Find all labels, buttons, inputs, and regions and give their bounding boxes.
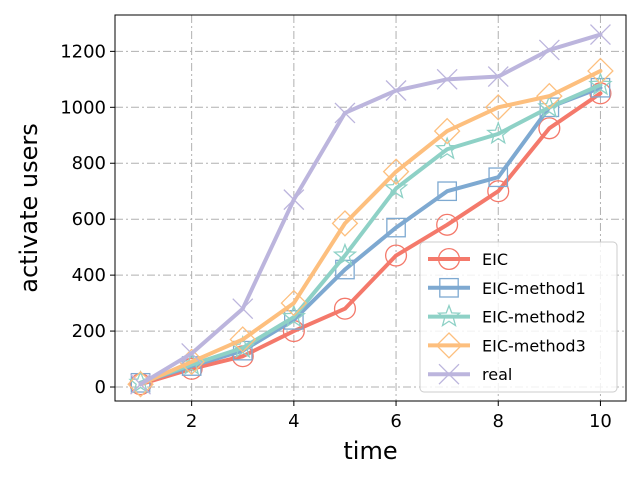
legend-marker-eic-method1	[439, 277, 459, 298]
legend-marker-eic-method3	[435, 332, 463, 359]
legend-label-eic-method3: EIC-method3	[482, 336, 586, 355]
plot-frame	[114, 14, 627, 402]
legend-item-real: real	[428, 363, 512, 385]
data-point-eic-method2	[281, 304, 307, 328]
y-tick-label: 600	[72, 209, 106, 230]
data-point-eic-method3	[433, 117, 461, 145]
series-line-eic-method2	[138, 82, 603, 385]
data-point-eic-method2	[486, 121, 511, 145]
legend-label-real: real	[482, 365, 512, 384]
legend-item-eic-method2: EIC-method2	[428, 303, 586, 328]
y-tick-label: 400	[72, 265, 106, 286]
series-line-eic-method3	[138, 68, 603, 387]
data-point-real	[334, 102, 356, 124]
data-point-eic	[487, 180, 510, 203]
y-axis-label: activate users	[15, 123, 43, 293]
series-line-eic	[138, 91, 603, 387]
x-tick-label: 2	[186, 411, 197, 432]
data-point-eic-method1	[488, 167, 509, 188]
y-tick-label: 1200	[60, 41, 106, 62]
legend-marker-real	[438, 363, 460, 385]
data-point-eic-method3	[484, 93, 512, 121]
legend-label-eic-method1: EIC-method1	[482, 279, 586, 298]
y-tick-label: 1000	[60, 97, 106, 118]
tick-layer: 2 4 6 8 10 0 200 400 600 800 1000 1200	[60, 41, 612, 432]
x-tick-label: 8	[493, 411, 504, 432]
data-point-eic	[538, 117, 561, 140]
legend-marker-eic-method2	[436, 303, 462, 328]
legend-box	[419, 241, 618, 393]
data-point-real	[232, 298, 254, 320]
series-eic-method3	[127, 57, 614, 398]
data-point-real	[283, 189, 305, 211]
data-point-eic-method3	[536, 82, 563, 110]
legend-marker-eic	[437, 247, 461, 271]
data-point-eic-method1	[437, 181, 458, 202]
data-point-real	[487, 66, 509, 87]
legend-item-eic-method1: EIC-method1	[428, 277, 586, 298]
data-point-eic-method2	[332, 242, 358, 266]
data-point-real	[538, 39, 560, 61]
legend-item-eic: EIC	[428, 247, 508, 271]
data-point-real	[385, 80, 407, 101]
series-layer	[127, 24, 614, 398]
legend-label-eic: EIC	[482, 250, 508, 269]
y-tick-label: 0	[95, 377, 106, 398]
legend-label-eic-method2: EIC-method2	[482, 308, 586, 327]
data-point-eic-method1	[386, 217, 406, 238]
data-point-eic	[333, 297, 357, 320]
data-point-real	[181, 342, 203, 364]
series-eic	[129, 82, 612, 396]
series-real	[130, 24, 611, 395]
data-point-eic-method3	[331, 210, 359, 237]
data-point-eic-method2	[434, 136, 460, 160]
data-point-eic-method3	[229, 326, 257, 353]
data-point-real	[436, 68, 458, 90]
x-axis-label: time	[343, 437, 397, 465]
data-point-real	[589, 24, 611, 46]
data-point-eic-method2	[537, 94, 562, 118]
legend-item-eic-method3: EIC-method3	[428, 332, 586, 359]
data-point-eic	[436, 213, 459, 236]
legend: EIC EIC-method1 EIC-method2 EIC-method3 real	[419, 241, 618, 393]
data-point-eic	[384, 244, 408, 267]
data-point-eic-method3	[382, 158, 410, 185]
data-point-eic-method3	[587, 57, 614, 85]
data-point-eic-method1	[283, 310, 304, 330]
x-tick-label: 10	[589, 411, 612, 432]
y-tick-label: 200	[72, 321, 106, 342]
series-line-real	[138, 32, 603, 387]
data-point-real	[130, 373, 152, 395]
x-tick-label: 4	[288, 411, 299, 432]
y-tick-label: 800	[72, 153, 106, 174]
data-point-eic-method3	[280, 289, 308, 317]
data-point-eic-method2	[383, 175, 409, 199]
data-point-eic-method2	[588, 72, 613, 96]
x-tick-label: 6	[390, 411, 401, 432]
grid-lines	[115, 15, 626, 401]
